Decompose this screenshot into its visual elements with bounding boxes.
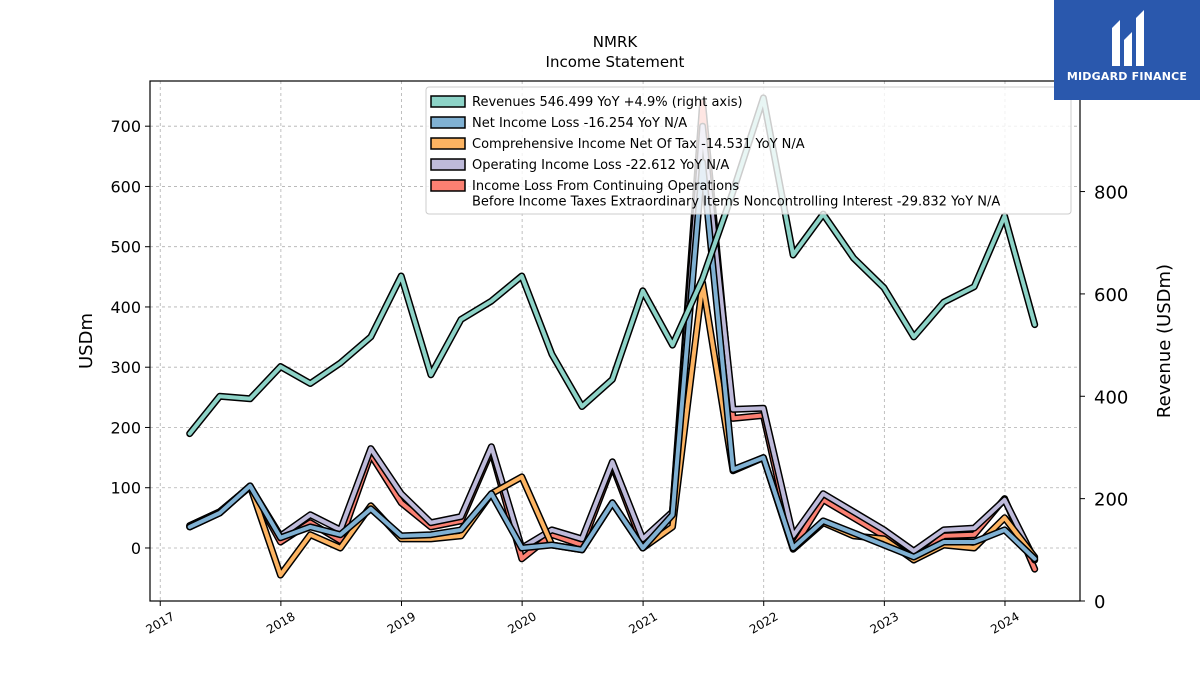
legend-swatch — [430, 95, 466, 108]
series-lines — [186, 94, 1039, 579]
series-line-0 — [187, 95, 1037, 436]
series-line-3 — [187, 124, 1037, 562]
legend-label: Operating Income Loss -22.612 YoY N/A — [472, 158, 729, 173]
y-tick-label: 600 — [110, 177, 141, 196]
chart-subtitle: Income Statement — [546, 53, 685, 71]
series-line-1 — [187, 160, 1037, 561]
legend-swatch — [430, 179, 466, 192]
y-tick-label: 0 — [131, 539, 141, 558]
y-right-tick-label: 600 — [1094, 285, 1128, 306]
y-tick-label: 300 — [110, 358, 141, 377]
y-axis-label: USDm — [76, 313, 97, 369]
y-tick-label: 100 — [110, 479, 141, 498]
y-tick-label: 700 — [110, 117, 141, 136]
y-tick-label: 200 — [110, 418, 141, 437]
legend-swatch — [430, 116, 466, 129]
y-tick-label: 500 — [110, 238, 141, 257]
y-right-tick-label: 800 — [1094, 183, 1128, 204]
axes: 0 100 200 300 400 500 600 700 2017 2018 2019 2020 20… — [110, 117, 1128, 637]
legend-label: Comprehensive Income Net Of Tax -14.531 … — [472, 137, 805, 152]
y-axis-right-label: Revenue (USDm) — [1154, 264, 1175, 418]
legend-swatch — [430, 158, 466, 171]
legend-swatch — [430, 137, 466, 150]
legend: Revenues 546.499 YoY +4.9% (right axis) N… — [425, 86, 1072, 215]
y-right-tick-label: 400 — [1094, 387, 1128, 408]
brand-name: MIDGARD FINANCE — [1066, 70, 1188, 83]
x-tick-label: 2022 — [747, 609, 780, 636]
legend-label: Income Loss From Continuing Operations Be… — [472, 179, 1000, 210]
x-tick-label: 2020 — [505, 609, 538, 636]
legend-label: Net Income Loss -16.254 YoY N/A — [472, 116, 687, 131]
x-tick-label: 2024 — [988, 609, 1021, 636]
series-line-outline — [186, 158, 1039, 563]
x-tick-label: 2017 — [144, 609, 177, 636]
legend-label-line: Before Income Taxes Extraordinary Items … — [472, 195, 1000, 210]
legend-box — [425, 86, 1072, 215]
plot-frame — [149, 80, 1081, 602]
x-tick-label: 2018 — [264, 609, 297, 636]
chart-title: NMRK — [593, 33, 639, 51]
y-right-tick-label: 0 — [1094, 592, 1105, 613]
x-tick-label: 2023 — [868, 609, 901, 636]
x-tick-label: 2019 — [385, 609, 418, 636]
brand-logo: MIDGARD FINANCE — [1054, 0, 1200, 100]
brand-mark-icon — [1112, 10, 1144, 66]
x-tick-label: 2021 — [626, 609, 659, 636]
legend-label-line: Income Loss From Continuing Operations — [472, 179, 739, 194]
legend-label: Revenues 546.499 YoY +4.9% (right axis) — [472, 95, 743, 110]
y-right-tick-label: 200 — [1094, 490, 1128, 511]
y-tick-label: 400 — [110, 298, 141, 317]
